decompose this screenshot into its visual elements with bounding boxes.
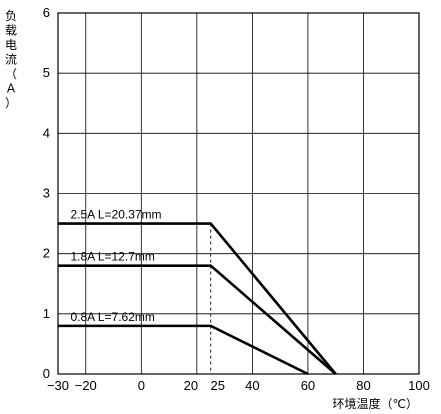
y-tick-label: 5 bbox=[43, 65, 50, 80]
y-axis-title-char: 负 bbox=[5, 9, 17, 23]
series-label: 2.5A L=20.37mm bbox=[70, 208, 161, 222]
series-line bbox=[58, 264, 337, 375]
x-tick-label: 40 bbox=[245, 378, 259, 393]
y-tick-label: 6 bbox=[43, 5, 50, 20]
series-line bbox=[58, 222, 337, 375]
y-axis-ticks: 0 1 2 3 4 5 6 bbox=[43, 5, 50, 381]
x-tick-label: −20 bbox=[75, 378, 97, 393]
x-tick-label: 20 bbox=[184, 378, 198, 393]
y-tick-label: 4 bbox=[43, 125, 50, 140]
y-axis-title-char: 电 bbox=[5, 38, 17, 52]
plot-frame bbox=[57, 12, 420, 375]
grid-lines bbox=[58, 13, 419, 374]
y-axis-title-char: 流 bbox=[5, 53, 17, 67]
y-tick-label: 2 bbox=[43, 246, 50, 261]
x-tick-label: 100 bbox=[408, 378, 430, 393]
series-label: 0.8A L=7.62mm bbox=[70, 310, 154, 324]
x-tick-label: 0 bbox=[138, 378, 145, 393]
x-tick-label: 25 bbox=[210, 378, 224, 393]
x-tick-label: −30 bbox=[47, 378, 69, 393]
y-tick-label: 1 bbox=[43, 306, 50, 321]
y-tick-label: 3 bbox=[43, 186, 50, 201]
series-lines: 2.5A L=20.37mm 1.8A L=12.7mm 0.8A L=7.62mm bbox=[58, 208, 337, 376]
y-axis-title-char: ） bbox=[5, 96, 17, 110]
y-axis-title-char: 载 bbox=[5, 24, 17, 38]
x-tick-label: 80 bbox=[356, 378, 370, 393]
x-tick-label: 60 bbox=[301, 378, 315, 393]
y-axis-title-char: A bbox=[7, 82, 16, 96]
y-tick-label: 0 bbox=[43, 366, 50, 381]
y-axis-title-char: （ bbox=[5, 67, 17, 81]
x-axis-title: 环境温度（℃） bbox=[333, 396, 418, 411]
series-label: 1.8A L=12.7mm bbox=[70, 250, 154, 264]
series-line bbox=[58, 324, 309, 376]
x-axis-ticks: −30 −20 0 20 25 40 60 80 100 bbox=[47, 378, 430, 393]
